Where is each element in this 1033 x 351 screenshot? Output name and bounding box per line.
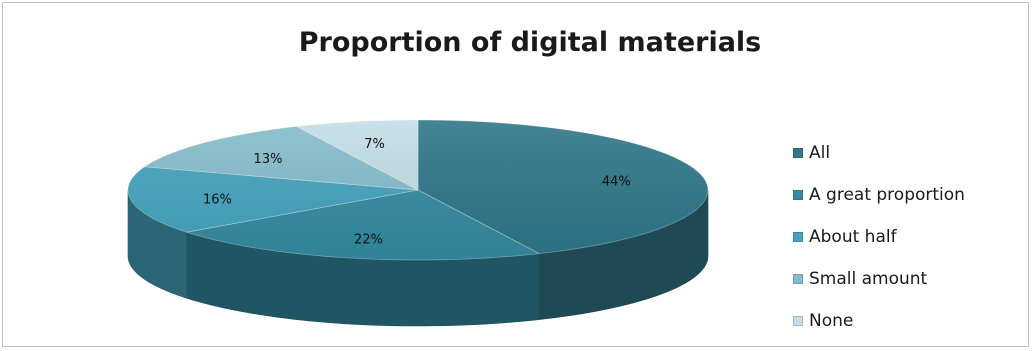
legend-swatch-about-half bbox=[793, 232, 803, 242]
chart-title: Proportion of digital materials bbox=[298, 27, 762, 58]
legend-swatch-all bbox=[793, 148, 803, 158]
legend-item-about-half: About half bbox=[793, 226, 897, 248]
data-label-none: 7% bbox=[364, 137, 385, 152]
legend-label-small-amount: Small amount bbox=[809, 269, 928, 289]
legend-label-none: None bbox=[809, 311, 854, 331]
pie-side-layer bbox=[127, 189, 709, 327]
legend-swatch-small-amount bbox=[793, 274, 803, 284]
data-label-about-half: 16% bbox=[203, 193, 232, 208]
legend-label-all: All bbox=[809, 143, 831, 163]
data-label-all: 44% bbox=[602, 175, 631, 190]
legend-label-about-half: About half bbox=[809, 227, 897, 247]
pie-gloss bbox=[128, 120, 708, 260]
legend-item-small-amount: Small amount bbox=[793, 268, 927, 290]
data-label-a-great-proportion: 22% bbox=[354, 233, 383, 248]
legend-item-all: All bbox=[793, 142, 830, 164]
data-label-small-amount: 13% bbox=[254, 152, 283, 167]
pie-top-layer bbox=[127, 119, 709, 261]
pie-label-layer: 44% 22% 16% 13% 7% bbox=[203, 137, 631, 247]
legend-swatch-a-great-proportion bbox=[793, 190, 803, 200]
legend-item-a-great-proportion: A great proportion bbox=[793, 184, 965, 206]
legend-item-none: None bbox=[793, 310, 853, 332]
legend-label-a-great-proportion: A great proportion bbox=[809, 185, 965, 205]
legend-swatch-none bbox=[793, 316, 803, 326]
